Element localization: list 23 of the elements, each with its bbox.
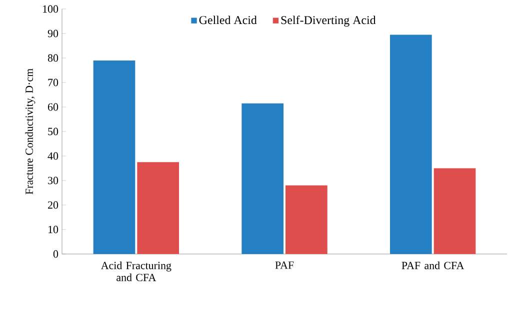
x-tick-label: Acid Fracturing and CFA [100, 262, 172, 282]
y-tick-label: 0 [53, 250, 58, 258]
x-tick-label: PAF [275, 262, 294, 269]
y-tick-label: 60 [48, 103, 58, 111]
y-tick-label: 30 [48, 176, 58, 184]
legend-label: Gelled Acid [199, 16, 257, 24]
y-tick-label: 70 [48, 78, 58, 86]
bar [93, 60, 136, 254]
y-tick-label: 100 [43, 5, 58, 13]
y-tick-label: 80 [48, 54, 58, 62]
y-tick-label: 40 [48, 152, 58, 160]
legend-label: Self-Diverting Acid [281, 16, 376, 27]
bar [137, 162, 180, 254]
bar [390, 34, 432, 254]
bar [242, 103, 284, 254]
bar [434, 168, 476, 254]
y-tick-label: 10 [48, 226, 58, 234]
y-tick-label: 90 [48, 30, 58, 38]
x-tick-label: PAF and CFA [402, 262, 464, 270]
bar [286, 185, 328, 254]
y-axis-title: Fracture Conductivity, D·cm [25, 68, 36, 194]
y-tick-label: 50 [48, 128, 58, 136]
y-tick-label: 20 [48, 201, 58, 209]
